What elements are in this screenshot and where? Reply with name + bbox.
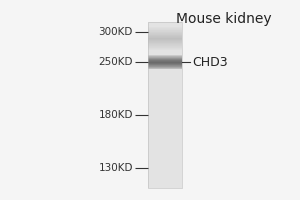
Text: CHD3: CHD3 bbox=[192, 56, 228, 69]
Text: Mouse kidney: Mouse kidney bbox=[176, 12, 272, 26]
Text: 300KD: 300KD bbox=[99, 27, 133, 37]
Text: 250KD: 250KD bbox=[98, 57, 133, 67]
Bar bbox=[148, 22, 182, 188]
Text: 130KD: 130KD bbox=[98, 163, 133, 173]
Text: 180KD: 180KD bbox=[98, 110, 133, 120]
